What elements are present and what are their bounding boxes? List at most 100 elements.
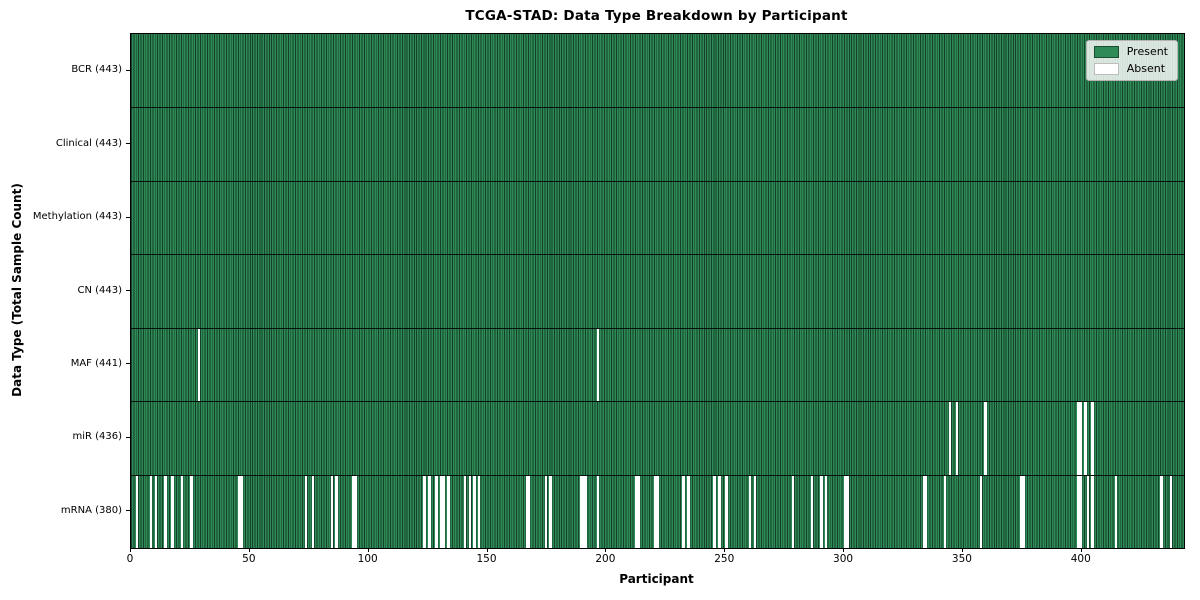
x-tick-label-400: 400 [1070,553,1091,565]
absent-stripe [984,402,987,475]
absent-stripe [435,475,438,548]
absent-stripe [955,402,959,475]
x-tick-label-350: 350 [951,553,972,565]
absent-stripe [423,475,426,548]
absent-stripe [846,475,849,548]
absent-stripe [653,475,657,548]
y-tick-label-mir: miR (436) [72,431,122,443]
x-tick-mark [843,548,845,552]
absent-stripe [1084,402,1087,475]
absent-stripe [585,475,588,548]
absent-stripe [330,475,334,548]
absent-stripe [335,475,338,548]
absent-stripe [725,475,728,548]
absent-stripe [468,475,471,548]
absent-stripe [825,475,828,548]
x-tick-label-250: 250 [714,553,735,565]
absent-stripe [1091,402,1094,475]
row-mrna [131,474,1184,548]
x-tick-mark [486,548,488,552]
absent-stripe [948,402,952,475]
x-tick-label-300: 300 [833,553,854,565]
x-tick-label-50: 50 [242,553,256,565]
y-tick-mark [126,143,130,145]
absent-stripe [354,475,357,548]
absent-stripe [240,475,243,548]
absent-stripe [580,475,583,548]
absent-stripe [442,475,445,548]
row-mir [131,401,1184,475]
present-swatch [1093,46,1119,58]
y-tick-mark [126,69,130,71]
absent-stripe [749,475,752,548]
absent-stripe [791,475,795,548]
absent-stripe [753,475,757,548]
absent-stripe [1019,475,1023,548]
y-tick-label-cn: CN (443) [77,284,122,296]
chart-title: TCGA-STAD: Data Type Breakdown by Partic… [465,8,848,24]
x-tick-label-0: 0 [126,553,134,565]
x-tick-mark [961,548,963,552]
absent-stripe [135,475,139,548]
absent-stripe [1079,402,1082,475]
row-methylation [131,180,1184,255]
x-tick-mark [130,548,131,552]
absent-stripe [1022,475,1025,548]
absent-stripe [447,475,450,548]
x-tick-mark [248,548,250,552]
y-tick-mark [126,363,130,365]
x-tick-label-150: 150 [476,553,497,565]
absent-stripe [463,475,467,548]
row-clinical [131,107,1184,181]
absent-stripe [656,475,659,548]
absent-stripe [1077,475,1080,548]
absent-stripe [440,475,443,548]
absent-stripe [428,475,431,548]
absent-stripe [1079,475,1082,548]
absent-stripe [1169,475,1173,548]
legend-item-present: Present [1093,46,1168,58]
x-tick-mark [1080,548,1082,552]
row-cn [131,254,1184,328]
absent-stripe [943,475,947,548]
x-tick-label-100: 100 [357,553,378,565]
y-tick-mark [126,510,130,512]
absent-stripe [596,475,600,548]
y-tick-mark [126,290,130,291]
absent-stripe [637,475,640,548]
row-maf [131,327,1184,402]
y-tick-mark [126,436,130,438]
y-tick-label-bcr: BCR (443) [71,64,122,76]
absent-stripe [634,475,638,548]
absent-stripe [164,475,167,548]
absent-stripe [473,475,476,548]
y-tick-label-clinical: Clinical (443) [55,137,122,149]
absent-stripe [304,475,307,548]
absent-stripe [820,475,823,548]
absent-stripe [1115,475,1118,548]
absent-stripe [844,475,847,548]
x-tick-mark [605,548,607,552]
absent-stripe [682,475,685,548]
absent-stripe [810,475,814,548]
absent-stripe [544,475,547,548]
y-tick-label-maf: MAF (441) [70,357,122,369]
absent-stripe [713,475,716,548]
legend: Present Absent [1085,40,1178,81]
absent-stripe [687,475,690,548]
absent-stripe [979,475,982,548]
absent-stripe [718,475,721,548]
plot-area: Present Absent [130,33,1185,549]
absent-stripe [154,475,158,548]
absent-stripe [190,475,193,548]
absent-stripe [478,475,481,548]
absent-stripe [171,475,174,548]
absent-stripe [150,475,153,548]
absent-stripe [237,475,241,548]
absent-stripe [582,475,586,548]
absent-stripe [1160,475,1163,548]
x-tick-mark [724,548,726,552]
y-tick-label-methylation: Methylation (443) [32,211,122,223]
legend-item-absent: Absent [1093,63,1168,75]
absent-stripe [197,328,200,402]
